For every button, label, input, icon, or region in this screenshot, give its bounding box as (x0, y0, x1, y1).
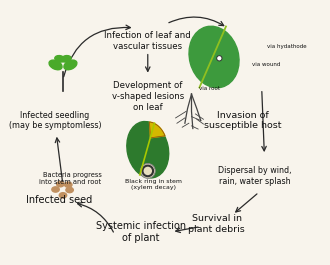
Ellipse shape (49, 60, 62, 70)
Ellipse shape (52, 187, 59, 192)
Ellipse shape (59, 193, 67, 198)
Ellipse shape (65, 182, 72, 187)
Ellipse shape (66, 187, 73, 193)
Text: Invasion of
susceptible host: Invasion of susceptible host (204, 111, 282, 130)
Text: Development of
v-shaped lesions
on leaf: Development of v-shaped lesions on leaf (112, 81, 184, 112)
Polygon shape (149, 122, 165, 138)
Text: Infected seed: Infected seed (26, 195, 92, 205)
Text: Survival in
plant debris: Survival in plant debris (188, 214, 245, 234)
Text: Systemic infection
of plant: Systemic infection of plant (96, 221, 186, 243)
Circle shape (140, 164, 155, 178)
Text: Bacteria progress
into stem and root: Bacteria progress into stem and root (39, 172, 101, 185)
Text: via wound: via wound (252, 63, 281, 67)
Ellipse shape (64, 60, 77, 70)
Ellipse shape (127, 122, 169, 178)
Ellipse shape (61, 56, 71, 62)
Text: Dispersal by wind,
rain, water splash: Dispersal by wind, rain, water splash (218, 166, 292, 186)
Ellipse shape (57, 182, 64, 187)
Circle shape (217, 56, 222, 61)
Text: Black ring in stem
(xylem decay): Black ring in stem (xylem decay) (125, 179, 182, 190)
Text: via hydathode: via hydathode (267, 44, 307, 49)
Text: Infection of leaf and
vascular tissues: Infection of leaf and vascular tissues (104, 31, 191, 51)
Ellipse shape (189, 26, 239, 88)
Text: Infected seedling
(may be symptomless): Infected seedling (may be symptomless) (9, 111, 101, 130)
Ellipse shape (55, 56, 65, 62)
Text: via root: via root (199, 86, 220, 91)
